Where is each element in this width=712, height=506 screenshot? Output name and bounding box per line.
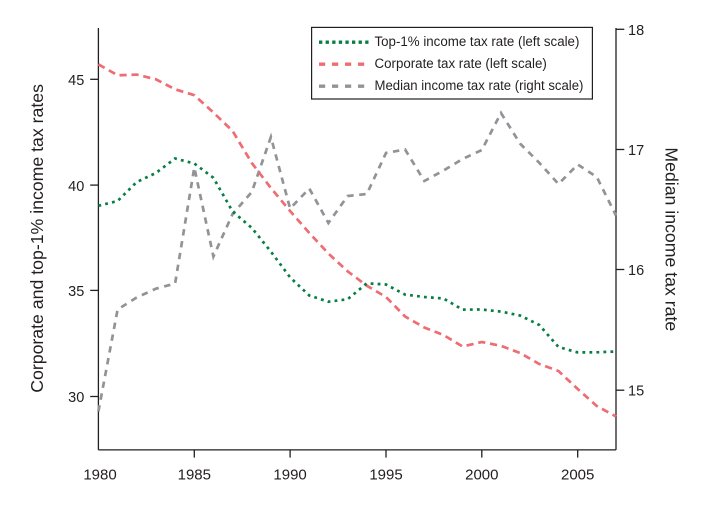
svg-text:1995: 1995 — [369, 467, 402, 484]
svg-text:30: 30 — [68, 390, 84, 406]
svg-text:17: 17 — [628, 143, 644, 159]
svg-text:1990: 1990 — [273, 467, 306, 484]
svg-text:1985: 1985 — [178, 467, 211, 484]
svg-text:18: 18 — [628, 23, 644, 39]
svg-text:2005: 2005 — [561, 467, 594, 484]
svg-text:35: 35 — [68, 284, 84, 300]
svg-text:Median income tax rate (right: Median income tax rate (right scale) — [375, 78, 584, 93]
svg-text:16: 16 — [628, 263, 644, 279]
svg-text:15: 15 — [628, 384, 644, 400]
svg-text:45: 45 — [68, 73, 84, 89]
svg-text:Median income tax rate: Median income tax rate — [661, 147, 681, 331]
svg-text:Top-1% income tax rate (left s: Top-1% income tax rate (left scale) — [375, 34, 580, 49]
svg-text:Corporate and top-1% income ta: Corporate and top-1% income tax rates — [27, 84, 47, 393]
svg-text:Corporate tax rate (left scale: Corporate tax rate (left scale) — [375, 56, 547, 71]
svg-text:2000: 2000 — [465, 467, 498, 484]
svg-text:40: 40 — [68, 179, 84, 195]
svg-text:1980: 1980 — [83, 467, 116, 484]
